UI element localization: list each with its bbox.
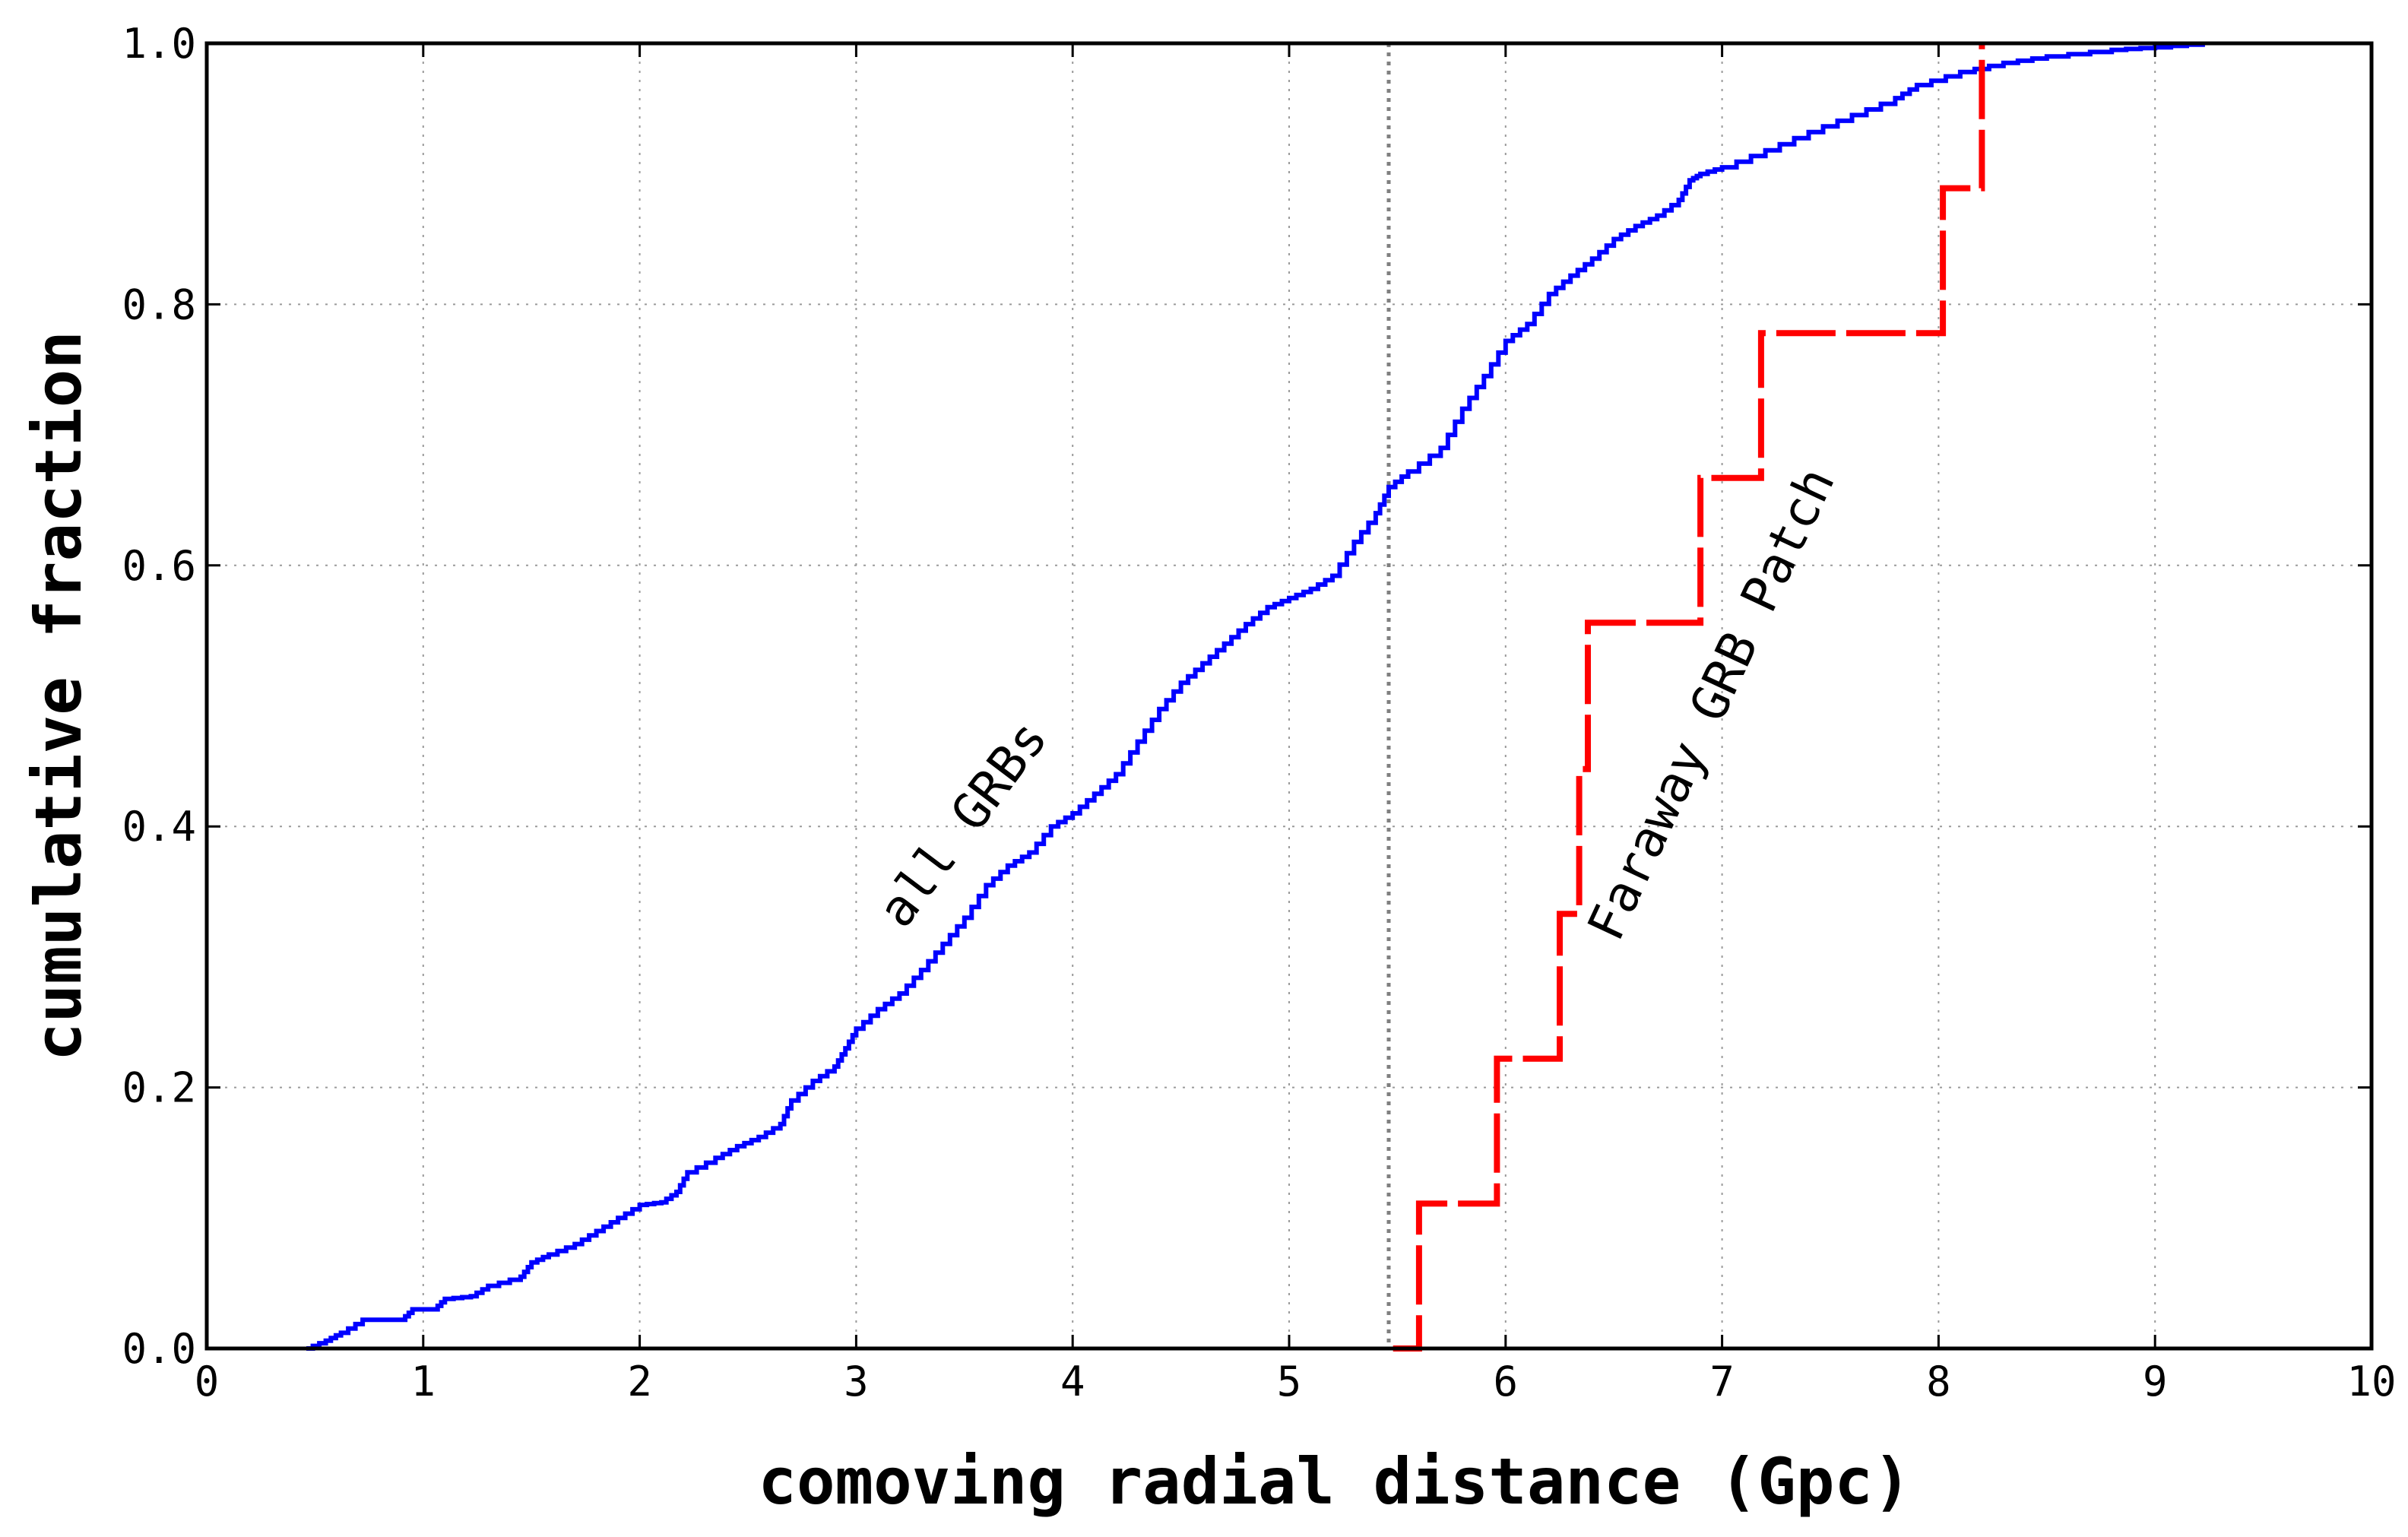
series-line-0 [306,42,2205,1351]
x-tick-label: 1 [411,1358,436,1405]
series-line-1 [1393,43,1985,1352]
x-tick-label: 7 [1709,1358,1735,1405]
x-tick-label: 6 [1494,1358,1519,1405]
x-tick-label: 10 [2346,1358,2396,1405]
y-tick-label: 0.8 [122,280,196,328]
x-tick-label: 0 [195,1358,220,1405]
ticks: 0 1 2 3 4 5 6 7 8 9 10 0.0 0.2 0.4 0.6 0.8 1.0 [122,20,2396,1405]
x-tick-label: 9 [2143,1358,2168,1405]
x-axis-label: comoving radial distance (Gpc) [758,1444,1911,1519]
x-tick-label: 8 [1926,1358,1951,1405]
x-tick-label: 4 [1060,1358,1085,1405]
y-tick-label: 0.0 [122,1325,196,1373]
x-tick-label: 2 [627,1358,652,1405]
x-tick-label: 5 [1277,1358,1302,1405]
y-axis-label: cumulative fraction [21,331,96,1061]
y-tick-label: 1.0 [122,20,196,68]
series-group [306,42,2205,1352]
y-tick-label: 0.2 [122,1064,196,1112]
y-tick-label: 0.6 [122,542,196,590]
y-tick-label: 0.4 [122,803,196,851]
grid [207,43,2372,1348]
x-tick-label: 3 [844,1358,869,1405]
